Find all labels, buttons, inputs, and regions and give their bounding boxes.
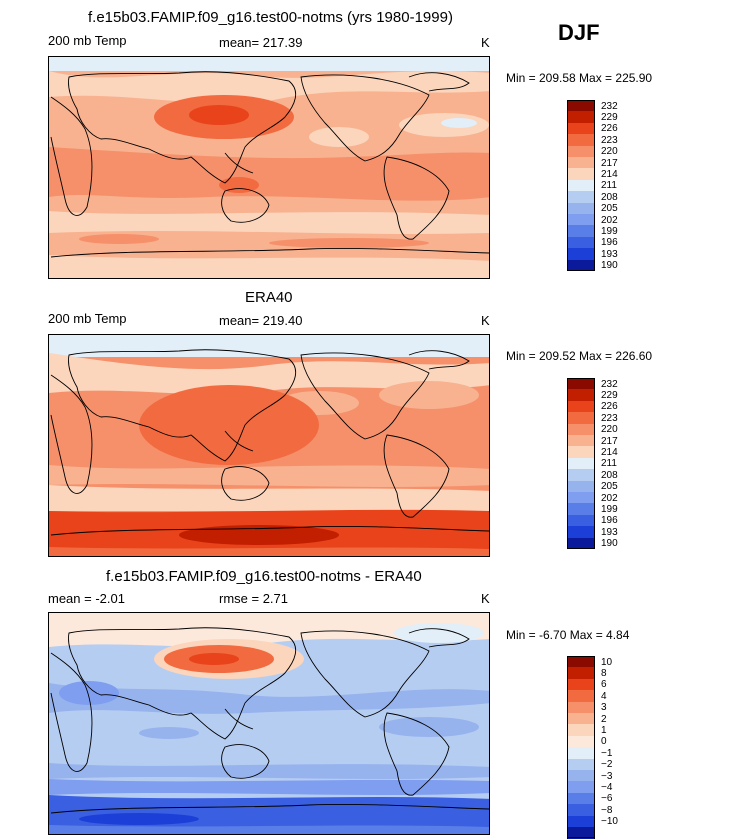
panel3-colorbar-tick-label: −6: [601, 793, 613, 805]
panel2-colorbar-tick-label: 205: [601, 481, 618, 493]
panel2-variable-label: 200 mb Temp: [48, 311, 127, 326]
panel1-mean-label: mean= 217.39: [219, 35, 303, 50]
panel3-colorbar-tick-label: −3: [601, 770, 613, 782]
panel3-mean-label: mean = -2.01: [48, 591, 125, 606]
panel2-colorbar-tick-label: 217: [601, 435, 618, 447]
panel2-colorbar-tick-label: 220: [601, 424, 618, 436]
panel1-colorbar-tick-label: 193: [601, 248, 618, 260]
panel3-colorbar-tick-label: 3: [601, 702, 607, 714]
panel2-colorbar-tick-label: 226: [601, 401, 618, 413]
panel1-colorbar-tick-label: 214: [601, 168, 618, 180]
panel3-map: [48, 612, 490, 835]
panel2-map: [48, 334, 490, 557]
panel3-minmax: Min = -6.70 Max = 4.84: [506, 628, 630, 642]
panel1-minmax: Min = 209.58 Max = 225.90: [506, 71, 653, 85]
panel3-colorbar-tick-label: −1: [601, 747, 613, 759]
panel1-colorbar-tick-label: 205: [601, 203, 618, 215]
panel1-colorbar-frame: [567, 100, 595, 271]
panel3-colorbar-tick-label: −4: [601, 781, 613, 793]
panel2-mean-label: mean= 219.40: [219, 313, 303, 328]
panel3-colorbar-tick-label: 1: [601, 724, 607, 736]
panel1-colorbar-tick-label: 217: [601, 157, 618, 169]
panel3-colorbar-tick-label: −10: [601, 816, 618, 828]
panel1-colorbar-tick-label: 208: [601, 191, 618, 203]
panel3-colorbar-tick-label: 0: [601, 736, 607, 748]
panel2-colorbar-tick-label: 190: [601, 538, 618, 550]
panel2-unit-label: K: [481, 313, 490, 328]
panel3-colorbar-tick-label: −8: [601, 804, 613, 816]
season-label: DJF: [558, 20, 600, 45]
panel2-colorbar-tick-label: 211: [601, 458, 617, 470]
panel3-title: f.e15b03.FAMIP.f09_g16.test00-notms - ER…: [106, 568, 422, 585]
panel3-colorbar-tick-label: 6: [601, 679, 607, 691]
panel3-colorbar-tick-label: 8: [601, 667, 607, 679]
panel2-colorbar-tick-label: 214: [601, 446, 618, 458]
panel1-map-field: [49, 57, 489, 278]
panel3-colorbar-tick-label: 2: [601, 713, 607, 725]
panel1-colorbar-tick-label: 232: [601, 100, 618, 112]
panel3-unit-label: K: [481, 591, 490, 606]
panel2-colorbar-frame: [567, 378, 595, 549]
panel1-colorbar-tick-label: 199: [601, 225, 618, 237]
panel3-map-field: [49, 613, 489, 834]
panel3-colorbar-tick-label: −2: [601, 759, 613, 771]
panel1-map: [48, 56, 490, 279]
panel3-rmse-label: rmse = 2.71: [219, 591, 289, 606]
panel1-variable-label: 200 mb Temp: [48, 33, 127, 48]
panel3-colorbar-frame: [567, 656, 595, 839]
panel1-colorbar-tick-label: 220: [601, 146, 618, 158]
panel1-colorbar-tick-label: 202: [601, 214, 618, 226]
panel2-colorbar-tick-label: 193: [601, 526, 618, 538]
panel3-colorbar-tick-label: 4: [601, 690, 607, 702]
panel1-title: f.e15b03.FAMIP.f09_g16.test00-notms (yrs…: [88, 9, 453, 26]
panel1-unit-label: K: [481, 35, 490, 50]
panel1-colorbar-tick-label: 223: [601, 134, 618, 146]
panel2-minmax: Min = 209.52 Max = 226.60: [506, 349, 653, 363]
panel2-title: ERA40: [245, 289, 293, 306]
panel2-colorbar-tick-label: 229: [601, 389, 618, 401]
panel2-map-field: [49, 335, 489, 556]
panel2-colorbar-tick-label: 202: [601, 492, 618, 504]
panel2-colorbar-tick-label: 196: [601, 515, 618, 527]
panel3-colorbar-tick-label: 10: [601, 656, 613, 668]
panel1-colorbar-tick-label: 211: [601, 180, 617, 192]
panel1-colorbar-tick-label: 226: [601, 123, 618, 135]
panel2-colorbar-tick-label: 208: [601, 469, 618, 481]
panel1-colorbar-tick-label: 229: [601, 111, 618, 123]
panel1-colorbar-tick-label: 196: [601, 237, 618, 249]
panel2-colorbar-tick-label: 232: [601, 378, 618, 390]
panel2-colorbar-tick-label: 199: [601, 503, 618, 515]
panel2-colorbar-tick-label: 223: [601, 412, 618, 424]
panel1-colorbar-tick-label: 190: [601, 260, 618, 272]
